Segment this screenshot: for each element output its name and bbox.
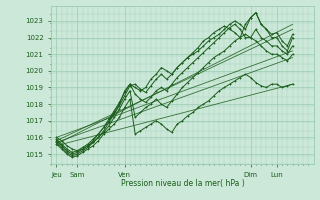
X-axis label: Pression niveau de la mer( hPa ): Pression niveau de la mer( hPa ) [121, 179, 244, 188]
